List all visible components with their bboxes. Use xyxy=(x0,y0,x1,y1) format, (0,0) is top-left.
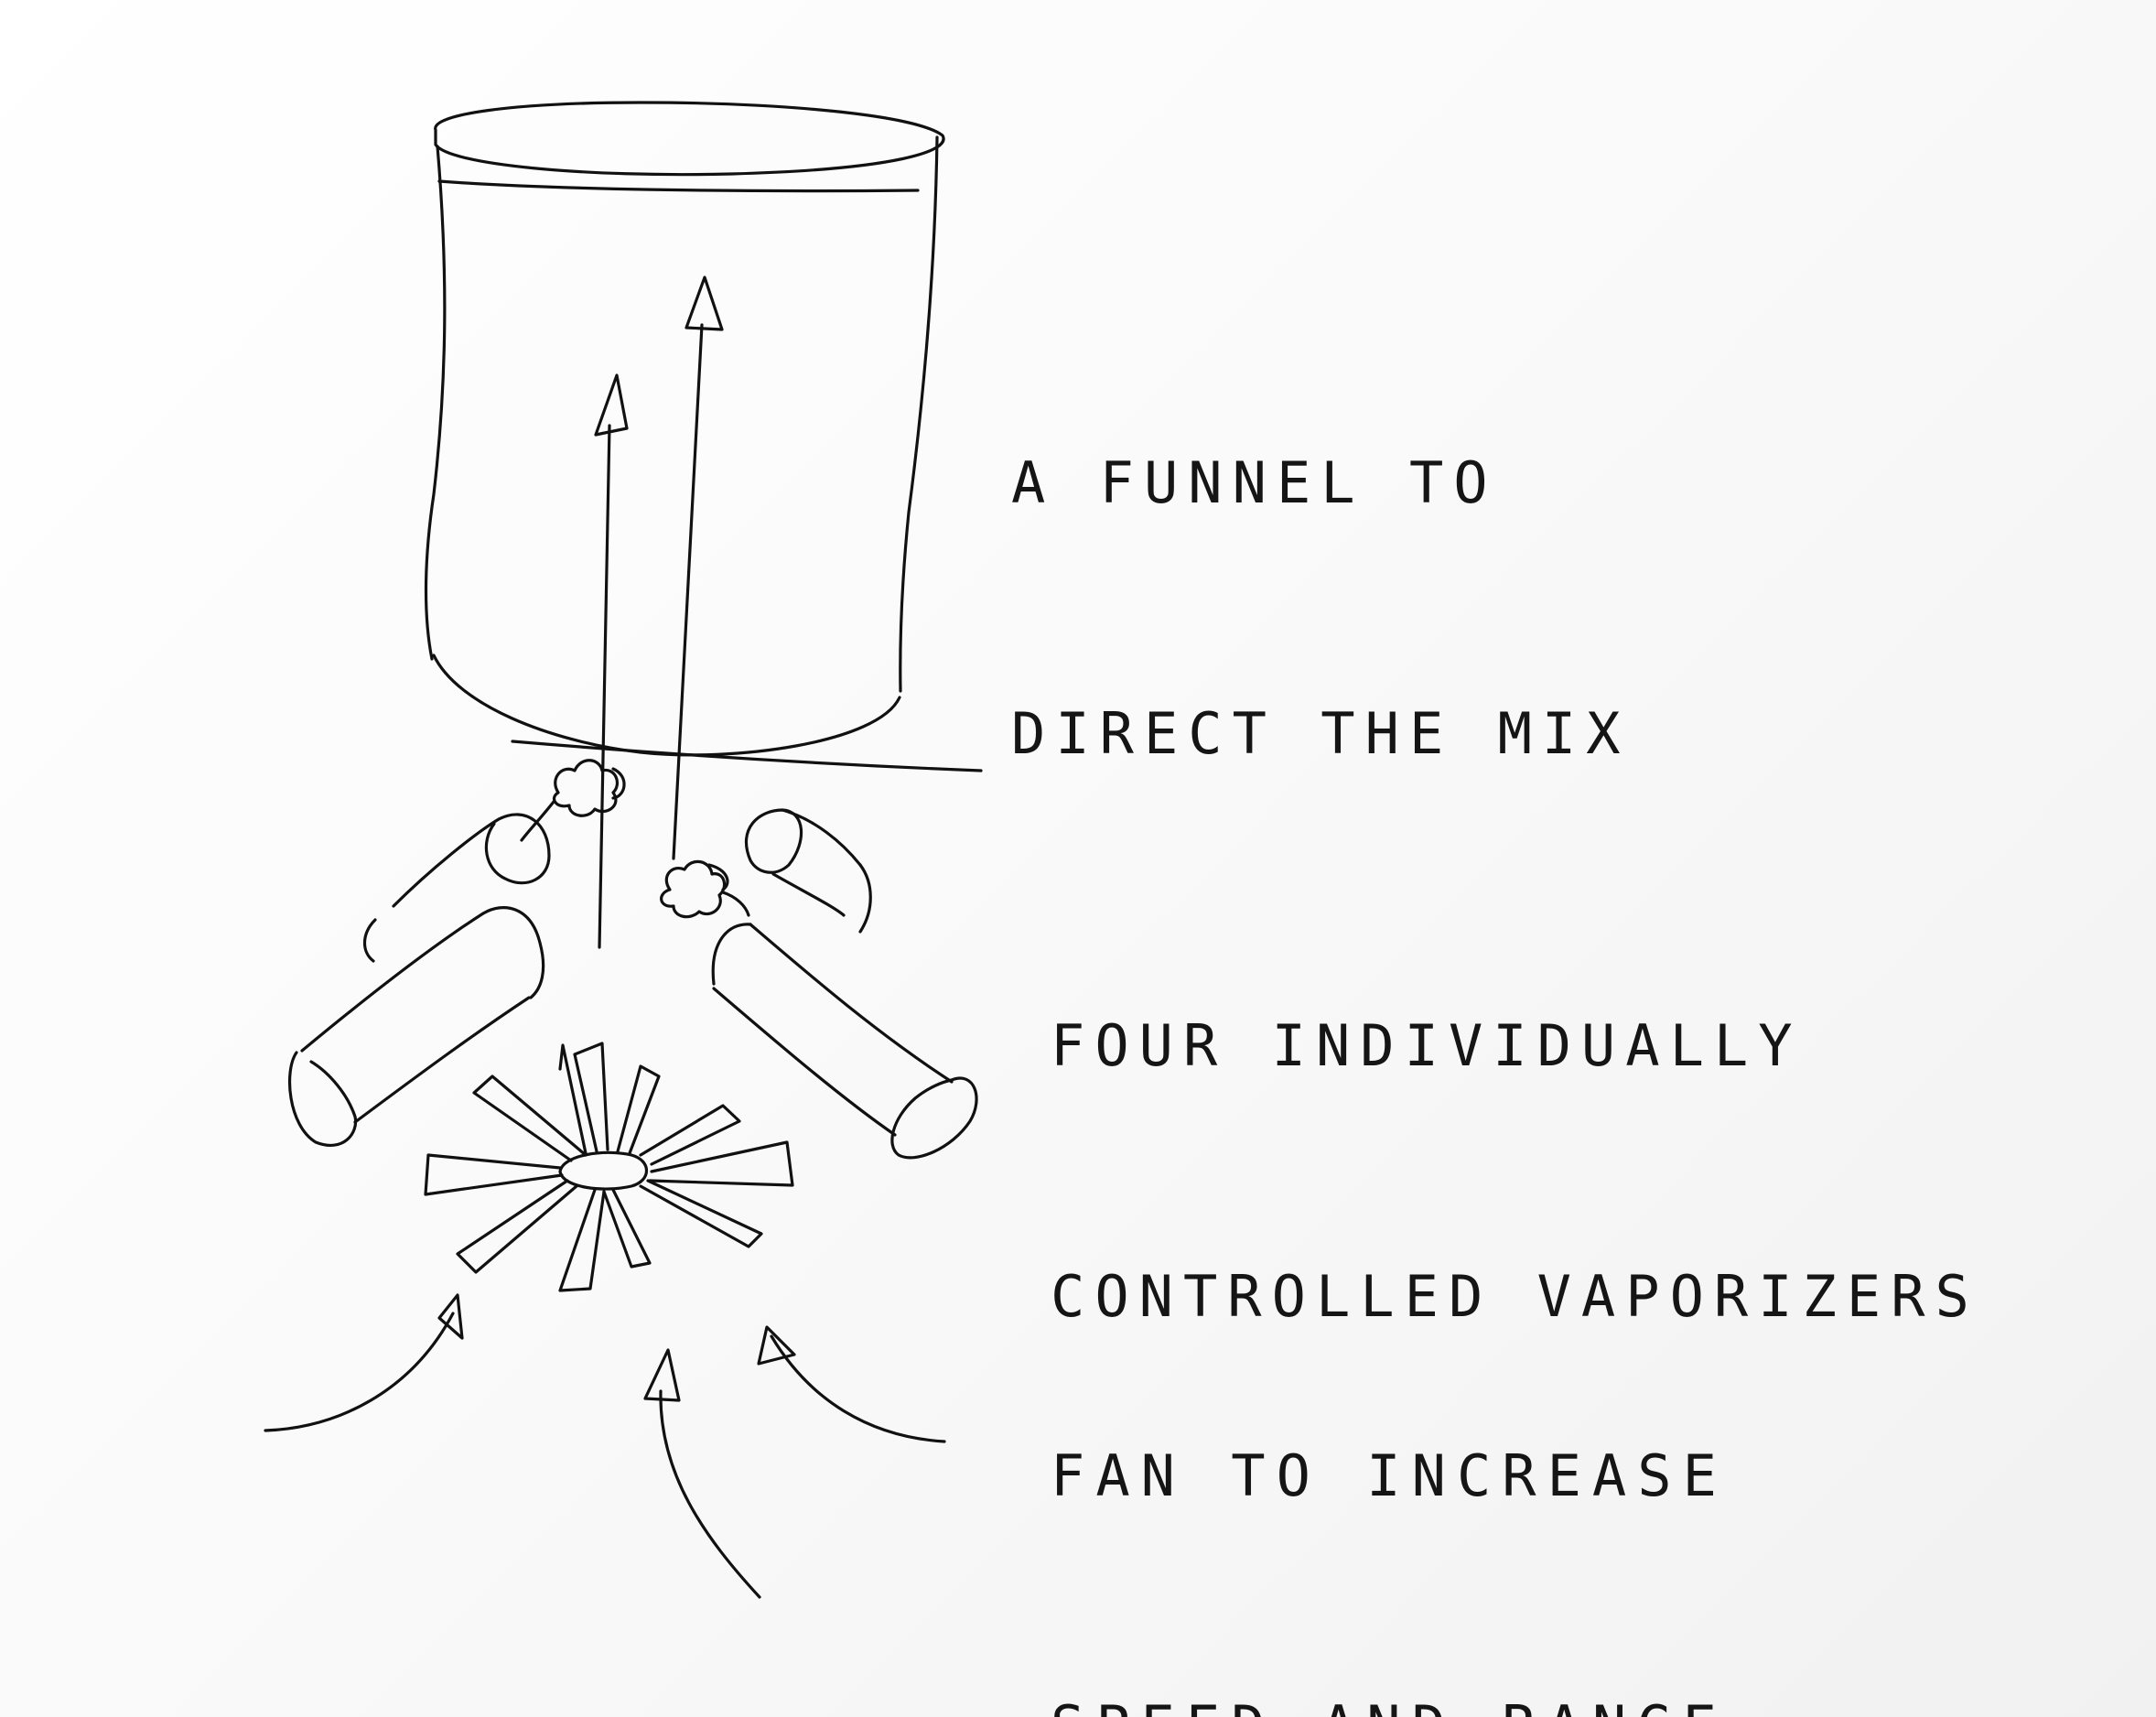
vaporizer-right-back xyxy=(711,923,752,986)
vaporizer-left-end xyxy=(287,1051,358,1147)
funnel-bottom-rim xyxy=(432,653,901,757)
fan-blade-4 xyxy=(616,1064,661,1155)
fan-blade-6 xyxy=(648,1140,794,1187)
fan-annotation-line-1: FAN TO INCREASE xyxy=(1051,1442,1728,1510)
vapor-puff-upper xyxy=(553,759,619,817)
vapor-puffs xyxy=(520,759,750,919)
vapor-puff-upper-wisp xyxy=(611,767,626,800)
fan-blade-3 xyxy=(573,1042,609,1153)
vaporizer-right-end xyxy=(890,1076,978,1160)
intake-arrow-center-shaft xyxy=(659,1389,761,1599)
vaporizer-left-body-lower xyxy=(353,996,531,1124)
funnel-top-rim xyxy=(434,101,945,177)
vaporizer-upper-right-top xyxy=(781,808,862,867)
vaporizer-right-body-bottom xyxy=(712,987,897,1137)
fan-drawing xyxy=(424,1042,794,1292)
flow-arrow-left-head xyxy=(594,373,629,437)
fan-blade-11 xyxy=(424,1153,564,1196)
vaporizer-left-back xyxy=(481,906,545,999)
intake-arrow-left-head xyxy=(437,1293,464,1340)
flow-arrow-right-shaft xyxy=(672,323,704,860)
intake-arrow-center-head xyxy=(643,1348,681,1402)
flow-arrows xyxy=(594,275,724,949)
vaporizers-annotation-line-1: FOUR INDIVIDUALLY xyxy=(1051,1012,1803,1080)
vapor-puff-lower-stroke xyxy=(721,891,750,917)
fan-blade-1 xyxy=(472,1074,588,1162)
fan-blade-2 xyxy=(558,1043,588,1155)
vaporizers-annotation: FOUR INDIVIDUALLY CONTROLLED VAPORIZERS xyxy=(1051,837,1979,1505)
fan-blade-8 xyxy=(602,1188,652,1269)
vaporizers-annotation-line-2: CONTROLLED VAPORIZERS xyxy=(1051,1262,1979,1330)
vaporizer-upper-right-bottom xyxy=(771,872,846,917)
vaporizer-upper-right-end xyxy=(744,808,803,874)
intake-arrow-right-shaft xyxy=(770,1334,946,1443)
funnel-right-side xyxy=(899,135,939,693)
fan-annotation-line-2: SPEED AND RANGE xyxy=(1051,1685,1728,1717)
vaporizer-left-body xyxy=(300,912,485,1053)
vapor-puff-lower xyxy=(660,859,727,919)
fan-annotation: FAN TO INCREASE SPEED AND RANGE OF DELIV… xyxy=(1051,1268,1728,1717)
flow-arrow-left-shaft xyxy=(598,424,611,949)
vaporizer-left-tube xyxy=(287,906,545,1147)
funnel-annotation-line-2: DIRECT THE MIX xyxy=(1011,699,1631,767)
flow-arrow-right-head xyxy=(685,275,724,331)
funnel-drawing xyxy=(424,101,983,772)
vaporizer-right-body-top xyxy=(749,923,954,1084)
vaporizer-upper-right-back xyxy=(858,863,872,934)
intake-arrow-right-head xyxy=(757,1325,796,1366)
vaporizer-upper-left-tube xyxy=(362,813,551,963)
vapor-puff-lower-wisp xyxy=(707,863,729,891)
fan-blade-9 xyxy=(558,1188,606,1292)
vaporizer-right-tube xyxy=(711,923,978,1160)
funnel-annotation-line-1: A FUNNEL TO xyxy=(1011,449,1498,517)
vaporizer-upper-left-end xyxy=(484,813,551,885)
funnel-left-side xyxy=(424,145,447,661)
fan-blade-5 xyxy=(639,1104,741,1166)
funnel-base-line xyxy=(511,740,983,772)
vaporizer-upper-left-back xyxy=(362,918,377,963)
vaporizer-upper-left-top xyxy=(392,817,501,908)
fan-hub xyxy=(558,1150,648,1191)
fan-blade-7 xyxy=(639,1179,763,1248)
vaporizer-upper-right-tube xyxy=(744,808,872,934)
air-intake-arrows xyxy=(264,1293,946,1599)
funnel-annotation: A FUNNEL TO DIRECT THE MIX xyxy=(1011,275,1631,942)
vapor-puff-upper-tail xyxy=(520,800,555,842)
fan-blade-10 xyxy=(456,1179,578,1274)
intake-arrow-left-shaft xyxy=(264,1312,455,1432)
funnel-inner-rim xyxy=(437,179,920,193)
